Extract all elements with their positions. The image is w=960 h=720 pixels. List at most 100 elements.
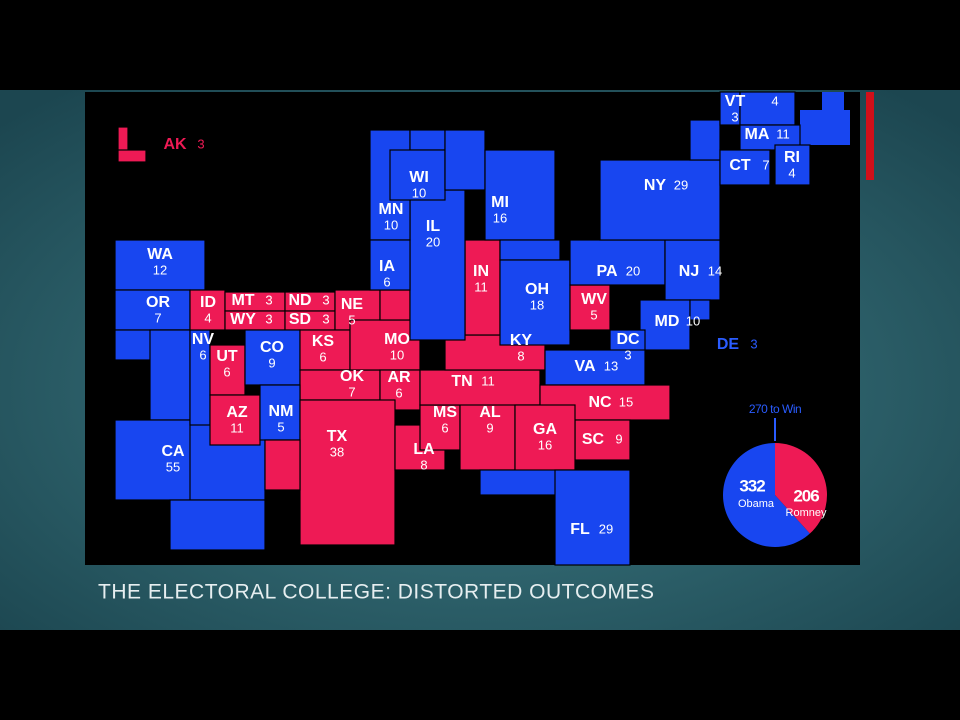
state-votes: 12 <box>153 262 167 277</box>
state-votes: 7 <box>154 310 161 325</box>
state-votes: 11 <box>776 126 790 141</box>
state-votes: 3 <box>265 292 272 307</box>
state-abbr: VA <box>574 358 595 375</box>
state-votes: 3 <box>750 336 757 351</box>
state-abbr: IL <box>426 218 440 235</box>
state-abbr: ID <box>200 294 216 311</box>
state-votes: 10 <box>686 313 700 328</box>
state-abbr: OH <box>525 281 549 298</box>
state-shape <box>569 239 666 286</box>
state-votes: 20 <box>626 263 640 278</box>
state-abbr: SC <box>582 431 605 448</box>
state-votes: 3 <box>731 109 738 124</box>
state-votes: 18 <box>530 297 544 312</box>
state <box>569 284 611 331</box>
state <box>114 239 206 291</box>
state-abbr: KY <box>510 332 533 349</box>
state-votes: 5 <box>590 307 597 322</box>
state-votes: 38 <box>330 444 344 459</box>
state-shape <box>484 149 556 241</box>
state-votes: 55 <box>166 459 180 474</box>
state-abbr: GA <box>533 421 557 438</box>
state-votes: 10 <box>390 347 404 362</box>
state-shape <box>569 284 611 331</box>
state-shape <box>554 469 631 566</box>
state-votes: 6 <box>395 385 402 400</box>
state-shape <box>464 239 501 336</box>
state-shape <box>419 369 541 406</box>
state-votes: 29 <box>674 177 688 192</box>
state-shape <box>499 259 571 346</box>
state <box>569 239 666 286</box>
state-abbr: AZ <box>226 404 248 421</box>
state-shape <box>409 129 446 151</box>
state-votes: 11 <box>230 420 244 435</box>
state-abbr: FL <box>570 521 590 538</box>
state-abbr: OK <box>340 368 364 385</box>
state-votes: 16 <box>493 210 507 225</box>
state-shape <box>514 404 576 481</box>
state <box>299 369 381 401</box>
state <box>719 149 771 186</box>
state-shape <box>419 404 461 451</box>
state-votes: 3 <box>197 136 204 151</box>
state <box>464 239 501 336</box>
state-abbr: MD <box>655 313 680 330</box>
slice-value: 332 <box>739 476 765 495</box>
state-votes: 5 <box>348 312 355 327</box>
state-shape <box>299 369 381 401</box>
state <box>514 404 576 481</box>
state <box>444 129 561 261</box>
state-abbr: MS <box>433 404 457 421</box>
state-shape <box>719 149 771 186</box>
state-shape <box>574 419 631 461</box>
threshold-label: 270 to Win <box>749 402 801 416</box>
state-abbr: RI <box>784 149 800 166</box>
state <box>419 404 461 451</box>
state-votes: 11 <box>474 279 488 294</box>
state-abbr: VT <box>725 93 746 110</box>
state-votes: 7 <box>762 157 769 172</box>
state-shape <box>409 189 466 341</box>
state-shape <box>689 119 721 161</box>
state-votes: 9 <box>268 355 275 370</box>
state-abbr: CT <box>729 157 751 174</box>
state-shape <box>689 299 711 321</box>
state <box>117 126 147 163</box>
state <box>419 369 541 406</box>
state-votes: 4 <box>788 165 795 180</box>
state-abbr: MO <box>384 331 410 348</box>
state <box>114 289 191 331</box>
state-votes: 3 <box>322 292 329 307</box>
slice-name: Romney <box>786 507 827 519</box>
state-shape <box>209 394 261 446</box>
state <box>639 299 691 351</box>
state-votes: 6 <box>319 349 326 364</box>
state-abbr: NY <box>644 177 667 194</box>
state-abbr: AK <box>163 136 187 153</box>
state-shape <box>499 239 561 261</box>
state-abbr: LA <box>413 441 435 458</box>
state <box>599 119 721 241</box>
state-votes: 29 <box>599 521 613 536</box>
state-shape <box>114 289 191 331</box>
state-abbr: MN <box>379 201 404 218</box>
state-abbr: NC <box>588 394 612 411</box>
state-votes: 10 <box>412 185 426 200</box>
state-abbr: IA <box>379 258 395 275</box>
state-abbr: NM <box>269 403 294 420</box>
state-shape <box>444 129 486 191</box>
state <box>209 394 261 446</box>
state <box>574 419 631 461</box>
state-abbr: MI <box>491 194 509 211</box>
state-shape <box>739 91 796 126</box>
state-shape <box>114 239 206 291</box>
state-shape <box>774 144 811 186</box>
state-shape <box>459 399 516 471</box>
state-abbr: AR <box>387 369 411 386</box>
accent-bar <box>866 92 874 180</box>
state-abbr: IN <box>473 263 489 280</box>
